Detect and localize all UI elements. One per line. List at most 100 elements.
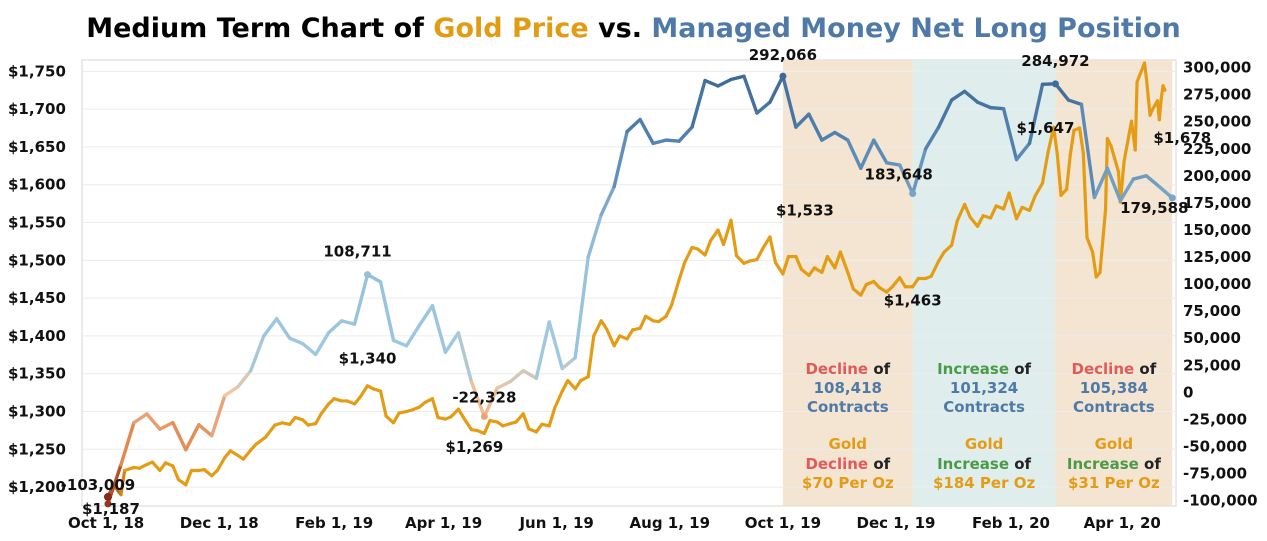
note-gold-word: Gold bbox=[1095, 435, 1134, 453]
gold-line-segment bbox=[1052, 125, 1059, 157]
gold-line-segment bbox=[462, 416, 473, 432]
mm-line-segment bbox=[482, 386, 500, 419]
y-right-tick-label: 125,000 bbox=[1183, 248, 1251, 266]
gold-line-segment bbox=[553, 389, 564, 410]
mm-line-segment bbox=[703, 78, 720, 88]
mm-line-segment bbox=[274, 317, 292, 340]
gold-line-segment bbox=[1109, 144, 1121, 174]
mm-line-segment bbox=[755, 100, 772, 115]
note-gold-word: Gold bbox=[829, 435, 868, 453]
mm-line-segment bbox=[262, 317, 279, 338]
y-right-tick-label: -25,000 bbox=[1183, 410, 1247, 428]
y-right-tick-label: -100,000 bbox=[1183, 492, 1258, 510]
y-left-tick-label: $1,500 bbox=[8, 251, 66, 269]
gold-line-segment bbox=[1135, 61, 1147, 84]
gold-line-segment bbox=[1144, 75, 1152, 117]
gold-annotation: $1,678 bbox=[1153, 129, 1211, 147]
gold-line-segment bbox=[988, 204, 998, 220]
period-note-2: Increase of101,324ContractsGoldIncrease … bbox=[933, 360, 1036, 492]
mm-marker bbox=[779, 72, 787, 80]
y-right-tick-label: 75,000 bbox=[1183, 302, 1241, 320]
mm-line-segment bbox=[119, 420, 136, 467]
mm-marker bbox=[480, 413, 488, 421]
note-of: of bbox=[868, 360, 891, 378]
gold-line-segment bbox=[599, 319, 609, 331]
gold-line-segment bbox=[482, 418, 492, 436]
gold-line-segment bbox=[1033, 181, 1045, 198]
y-right-tick-label: 25,000 bbox=[1183, 356, 1241, 374]
x-tick-label: Oct 1, 18 bbox=[68, 514, 144, 532]
note-gold-change-line: Increase of bbox=[1067, 455, 1161, 473]
gold-annotation: $1,533 bbox=[776, 201, 834, 219]
start-marker bbox=[103, 492, 112, 501]
note-gold-word: Gold bbox=[965, 435, 1004, 453]
mm-line-segment bbox=[430, 304, 448, 354]
gold-line-segment bbox=[241, 448, 253, 461]
mm-line-segment bbox=[768, 74, 785, 104]
mm-line-segment bbox=[910, 147, 928, 196]
gold-line-segment bbox=[430, 397, 440, 420]
gold-line-segment bbox=[677, 260, 687, 282]
mm-line-segment bbox=[833, 130, 850, 142]
mm-line-segment bbox=[690, 78, 707, 129]
mm-line-segment bbox=[132, 412, 149, 425]
gold-line-segment bbox=[378, 389, 388, 418]
gold-line-segment bbox=[911, 276, 920, 289]
gold-line-segment bbox=[391, 411, 401, 425]
gold-line-segment bbox=[833, 250, 842, 270]
gold-line-segment bbox=[1064, 152, 1072, 191]
mm-line-segment bbox=[677, 125, 694, 143]
mm-marker bbox=[104, 500, 112, 508]
mm-line-segment bbox=[236, 368, 253, 389]
mm-line-segment bbox=[949, 89, 967, 102]
mm-line-segment bbox=[872, 138, 889, 165]
gold-line-segment bbox=[708, 228, 720, 243]
mm-line-segment bbox=[1066, 98, 1084, 107]
mm-line-segment bbox=[1001, 107, 1019, 162]
y-left-tick-label: $1,250 bbox=[8, 440, 66, 458]
mm-line-segment bbox=[1144, 174, 1162, 189]
mm-line-segment bbox=[534, 320, 551, 380]
gold-annotation: $1,463 bbox=[884, 291, 942, 309]
gold-line-segment bbox=[1007, 191, 1019, 221]
y-left-tick-label: $1,550 bbox=[8, 214, 66, 232]
gold-line-segment bbox=[942, 243, 954, 254]
mm-line-segment bbox=[1118, 177, 1136, 203]
mm-line-segment bbox=[158, 420, 175, 431]
x-tick-label: Apr 1, 20 bbox=[1084, 514, 1161, 532]
gold-line-segment bbox=[670, 278, 681, 307]
note-gold-amount: $184 Per Oz bbox=[933, 474, 1036, 492]
mm-line-segment bbox=[936, 98, 954, 129]
gold-line-segment bbox=[573, 378, 583, 391]
mm-line-segment bbox=[469, 379, 487, 419]
mm-line-segment bbox=[885, 161, 902, 167]
y-right-tick-label: 50,000 bbox=[1183, 329, 1241, 347]
gold-line-segment bbox=[1122, 119, 1134, 163]
gold-line-segment bbox=[547, 406, 557, 428]
gold-annotation: $1,187 bbox=[82, 500, 140, 518]
gold-line-segment bbox=[319, 402, 331, 416]
y-right-tick-label: -75,000 bbox=[1183, 465, 1247, 483]
mm-line-segment bbox=[638, 117, 655, 146]
gold-line-segment bbox=[734, 254, 746, 265]
gold-line-segment bbox=[314, 412, 323, 426]
note-contracts: 108,418 bbox=[814, 379, 882, 397]
mm-line-segment bbox=[249, 334, 266, 373]
mm-line-segment bbox=[456, 331, 474, 384]
x-tick-label: Dec 1, 18 bbox=[180, 514, 259, 532]
note-of: of bbox=[1139, 455, 1162, 473]
gold-line-segment bbox=[586, 334, 596, 379]
note-gold-change: Decline bbox=[805, 455, 868, 473]
mm-line-segment bbox=[573, 255, 590, 360]
mm-line-segment bbox=[781, 74, 798, 129]
gold-line-segment bbox=[794, 254, 804, 271]
note-gold-change: Increase bbox=[1067, 455, 1139, 473]
mm-line-segment bbox=[1027, 82, 1045, 146]
mm-marker bbox=[909, 190, 917, 198]
y-left-tick-label: $1,200 bbox=[8, 478, 66, 496]
mm-line-segment bbox=[651, 138, 668, 146]
y-right-tick-label: 300,000 bbox=[1183, 59, 1251, 77]
gold-line-segment bbox=[963, 202, 972, 219]
y-right-tick-label: -50,000 bbox=[1183, 437, 1247, 455]
mm-line-segment bbox=[145, 412, 162, 431]
